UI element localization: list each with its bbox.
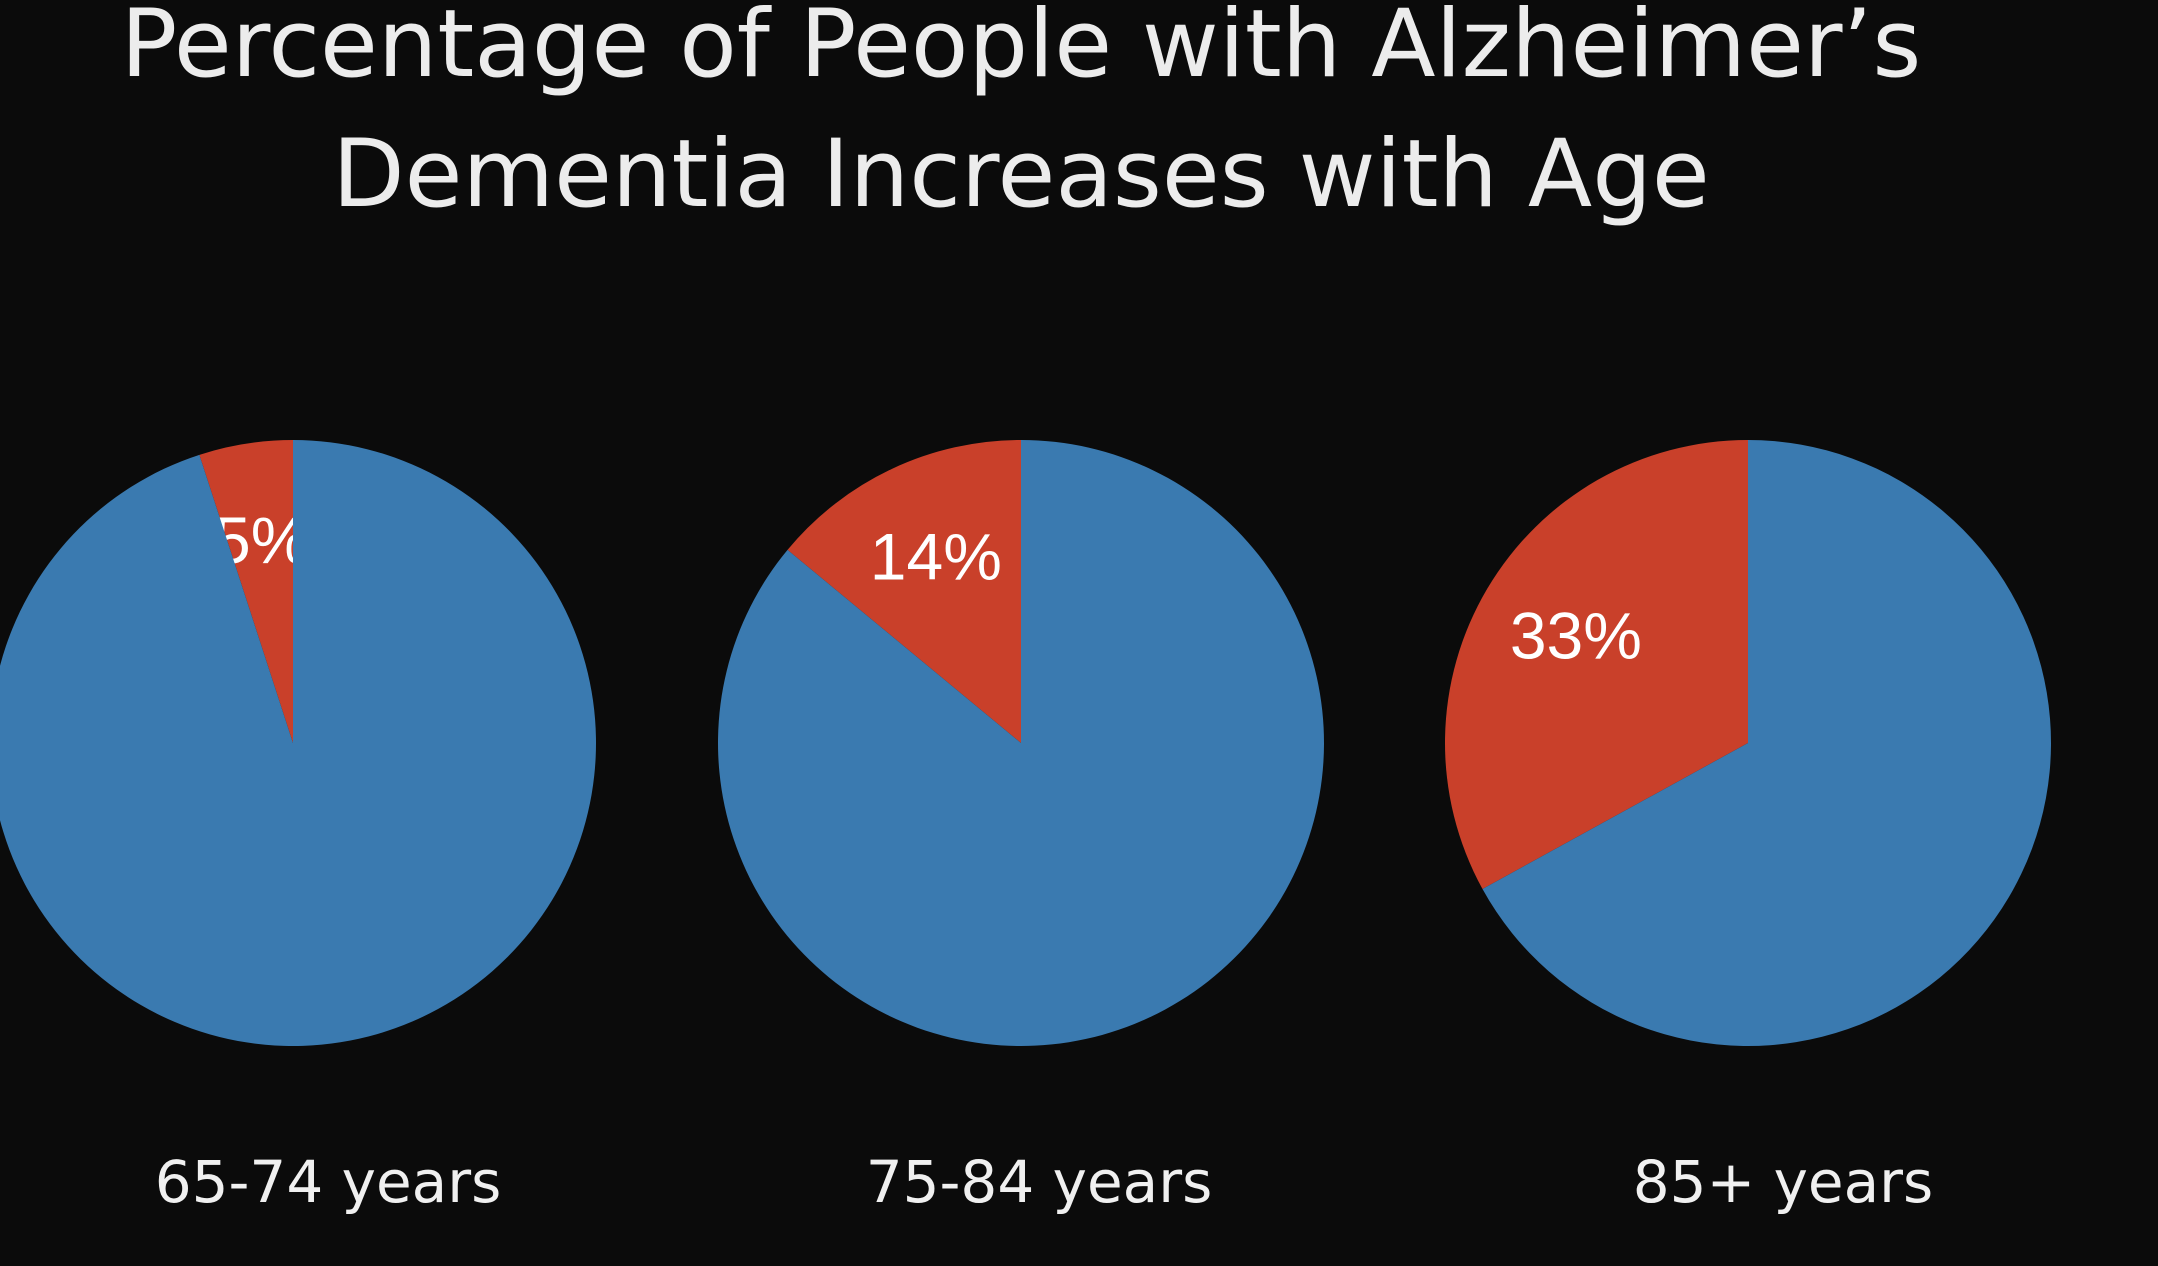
pie-slice [0, 440, 596, 1046]
pie-slice [718, 440, 1324, 1046]
chart-title: Dementia Increases with Age [332, 120, 1709, 229]
value-label: 33% [1510, 599, 1642, 673]
pie-caption: 85+ years [1633, 1148, 1933, 1216]
pie-slice [1482, 440, 2052, 1046]
value-label: 14% [870, 519, 1002, 593]
pie-caption: 75-84 years [866, 1148, 1213, 1216]
chart-title: Percentage of People with Alzheimer’s [121, 0, 1922, 99]
pie-slice [1445, 440, 1748, 889]
pie-caption: 65-74 years [155, 1148, 502, 1216]
pie-slice [199, 440, 293, 743]
pie-slice [787, 440, 1021, 743]
